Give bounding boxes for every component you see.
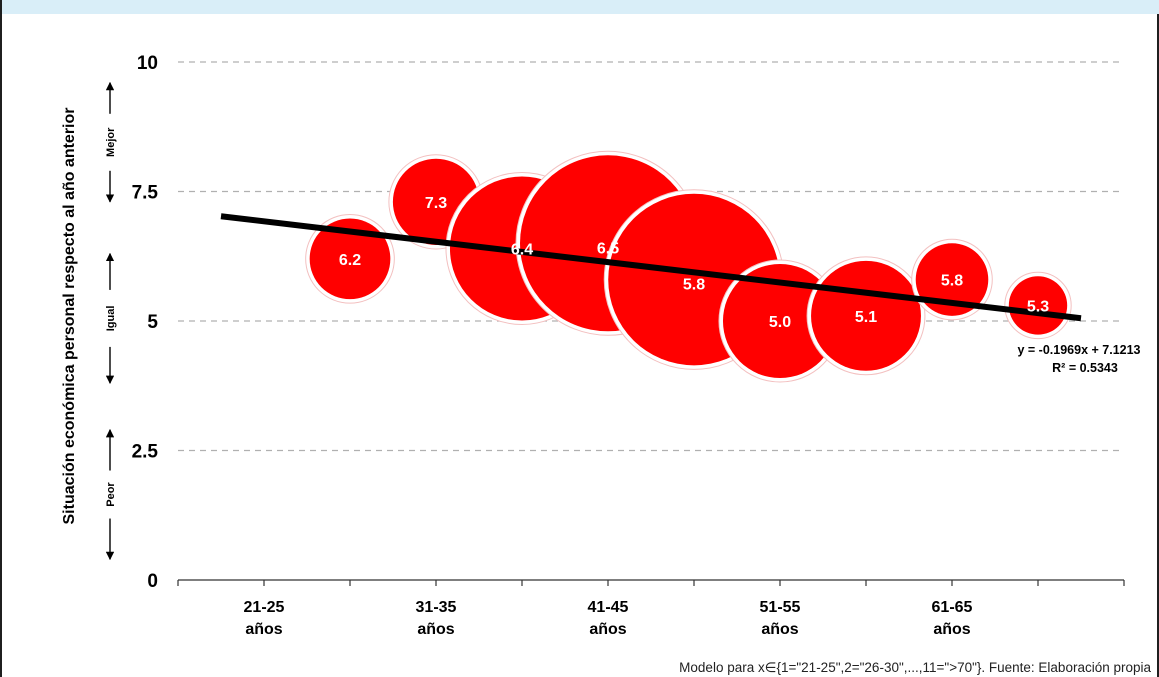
bubble [1008,276,1068,335]
x-tick-label-line: 31-35 [416,599,457,616]
bubble-label: 5.0 [769,314,791,331]
bubble [309,218,391,300]
x-tick-label: 21-25 años [244,599,285,638]
x-tick-label: 41-45 años [588,599,629,638]
y-tick-label: 0 [147,571,158,592]
bubble-label: 5.8 [683,277,705,294]
x-tick-label: 61-65 años [932,599,973,638]
x-tick-label-line: años [761,621,798,638]
x-tick-label-line: 51-55 [760,599,801,616]
y-tick-label: 10 [137,53,158,74]
top-band [2,0,1159,14]
annotation-label: Mejor [105,127,117,157]
x-tick-label-line: 21-25 [244,599,285,616]
bubble-label: 5.1 [855,309,877,326]
x-tick-label-line: 61-65 [932,599,973,616]
y-tick-label: 7.5 [132,183,159,204]
bubble [722,263,838,379]
bubble-label: 6.4 [511,241,533,258]
trend-r2: R² = 0.5343 [1052,361,1118,375]
y-axis-title: Situación económica personal respecto al… [61,107,78,524]
trend-line [220,213,1082,322]
annotation-label: Igual [105,306,117,332]
trend-equation: y = -0.1969x + 7.1213 [1017,343,1140,357]
x-tick-label-line: años [417,621,454,638]
y-tick-label: 5 [147,312,158,333]
x-tick-label: 31-35 años [416,599,457,638]
bubble-label: 7.3 [425,195,447,212]
bubble-label: 5.8 [941,273,963,290]
bubble-label: 6.5 [597,240,619,257]
x-tick-label-line: años [245,621,282,638]
annotation-label: Peor [105,482,117,507]
x-tick-label-line: 41-45 [588,599,629,616]
x-tick-label-line: años [933,621,970,638]
bubble [915,243,989,316]
x-tick-label-line: años [589,621,626,638]
y-tick-label: 2.5 [132,442,159,463]
footnote: Modelo para x∈{1="21-25",2="26-30",...,1… [679,660,1151,675]
bubble-label: 6.2 [339,252,361,269]
bubble-label: 5.3 [1027,298,1049,315]
x-tick-label: 51-55 años [760,599,801,638]
